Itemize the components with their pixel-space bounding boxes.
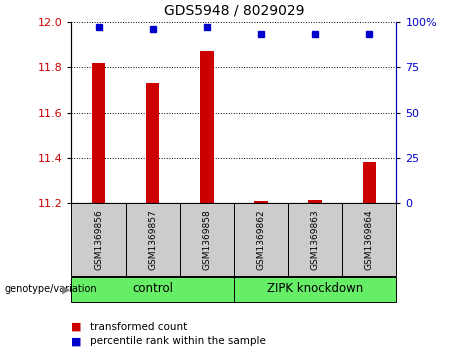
Bar [234, 277, 396, 302]
Bar [342, 203, 396, 276]
Bar [125, 203, 180, 276]
Text: GSM1369856: GSM1369856 [94, 209, 103, 270]
Text: ▶: ▶ [62, 285, 71, 294]
Bar [146, 83, 160, 203]
Text: GSM1369857: GSM1369857 [148, 209, 157, 270]
Bar [200, 51, 213, 203]
Text: ■: ■ [71, 322, 82, 332]
Bar [234, 203, 288, 276]
Bar [71, 203, 125, 276]
Bar [288, 203, 342, 276]
Text: percentile rank within the sample: percentile rank within the sample [90, 336, 266, 346]
Text: GSM1369862: GSM1369862 [256, 209, 266, 270]
Title: GDS5948 / 8029029: GDS5948 / 8029029 [164, 4, 304, 18]
Text: GSM1369864: GSM1369864 [365, 209, 374, 270]
Bar [308, 200, 322, 203]
Text: genotype/variation: genotype/variation [5, 285, 97, 294]
Text: GSM1369858: GSM1369858 [202, 209, 212, 270]
Bar [71, 277, 234, 302]
Bar [363, 162, 376, 203]
Bar [180, 203, 234, 276]
Text: transformed count: transformed count [90, 322, 187, 332]
Text: ZIPK knockdown: ZIPK knockdown [267, 282, 363, 295]
Bar [92, 63, 105, 203]
Text: control: control [132, 282, 173, 295]
Text: GSM1369863: GSM1369863 [311, 209, 320, 270]
Bar [254, 201, 268, 203]
Text: ■: ■ [71, 336, 82, 346]
